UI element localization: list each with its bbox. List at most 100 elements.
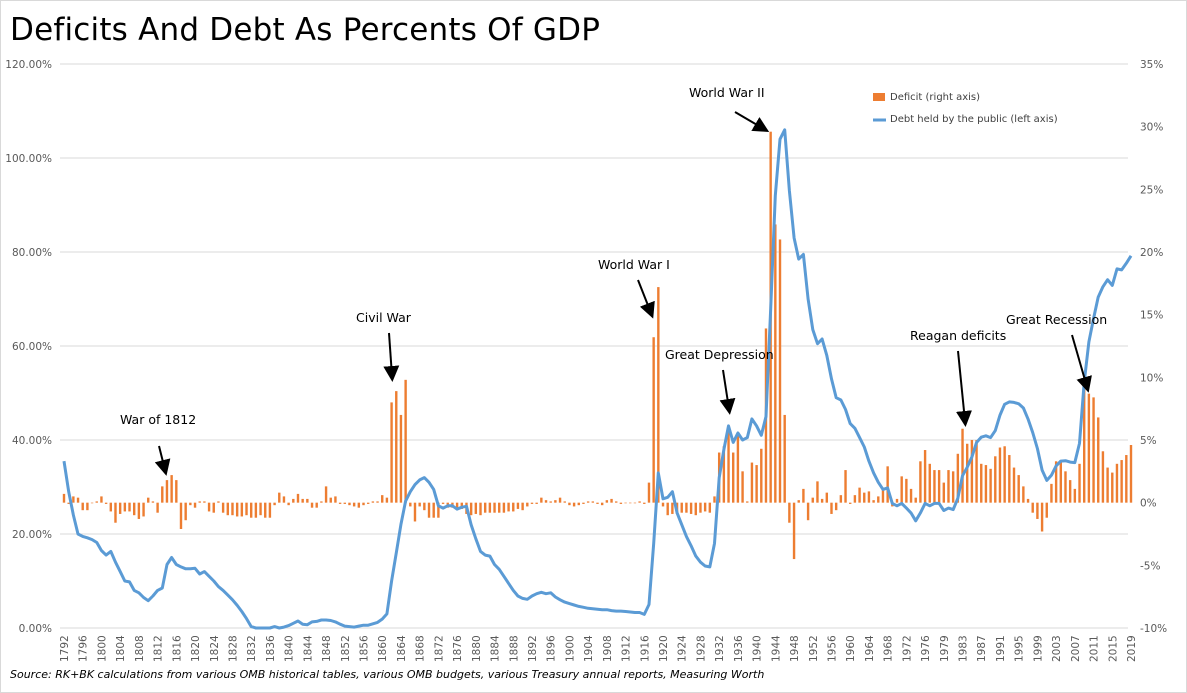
deficit-bar	[423, 502, 426, 511]
deficit-bar	[334, 496, 337, 503]
x-axis-tick-label: 1892	[527, 635, 539, 662]
deficit-bar	[647, 482, 651, 503]
deficit-bar	[596, 502, 599, 504]
deficit-bar	[264, 502, 267, 518]
deficit-bar	[493, 502, 496, 513]
deficit-bar	[268, 502, 272, 518]
deficit-bar	[872, 500, 875, 503]
deficit-bar	[273, 502, 276, 506]
x-axis-tick-label: 1976	[920, 635, 932, 662]
deficit-bar	[736, 434, 740, 503]
deficit-bar	[245, 502, 248, 516]
deficit-bar	[90, 502, 94, 504]
deficit-bar	[128, 502, 131, 512]
deficit-bar	[1045, 502, 1048, 518]
deficit-bar	[980, 463, 983, 503]
deficit-bar	[615, 501, 618, 503]
deficit-bar	[947, 470, 950, 503]
x-axis-tick-label: 1948	[789, 635, 801, 662]
deficit-bar	[217, 501, 220, 503]
deficit-bar	[572, 502, 576, 507]
deficit-bar	[1111, 472, 1114, 503]
deficit-bar	[1073, 488, 1077, 503]
deficit-bar	[338, 502, 342, 504]
deficit-bar	[469, 502, 473, 516]
deficit-bar	[643, 502, 646, 504]
deficit-bar	[900, 476, 903, 503]
deficit-bar	[385, 497, 389, 503]
deficit-bar	[203, 501, 206, 503]
deficit-bar	[512, 502, 515, 512]
x-axis-tick-label: 1960	[845, 635, 857, 662]
deficit-bar	[320, 501, 323, 503]
x-axis-tick-label: 1920	[658, 635, 670, 662]
x-axis-tick-label: 1884	[490, 635, 502, 662]
deficit-bar	[778, 239, 782, 503]
annotation-arrow-wwii	[734, 111, 770, 133]
right-axis-tick-label: 30%	[1140, 122, 1163, 134]
x-axis-tick-label: 1987	[976, 635, 988, 662]
annotation-civil-war: Civil War	[356, 310, 411, 325]
deficit-bar	[488, 502, 492, 513]
deficit-bar	[1064, 471, 1067, 503]
deficit-bar	[72, 496, 75, 503]
annotation-arrow-great-recession	[1071, 334, 1092, 393]
deficit-bar	[802, 488, 805, 503]
deficit-bar	[226, 502, 229, 516]
deficit-bar	[535, 502, 538, 504]
deficit-bar	[746, 501, 749, 503]
deficit-bar	[352, 502, 356, 507]
deficit-bar	[629, 502, 632, 504]
x-axis-tick-label: 1792	[59, 635, 71, 662]
x-axis-tick-label: 1964	[864, 635, 876, 662]
deficit-bar	[933, 470, 936, 503]
deficit-bar	[413, 502, 417, 522]
deficit-bar	[118, 502, 122, 514]
deficit-bar	[1106, 467, 1109, 503]
x-axis-tick-label: 1840	[284, 635, 296, 662]
right-axis-tick-label: 20%	[1140, 247, 1163, 259]
deficit-bar	[175, 480, 178, 503]
deficit-bar	[109, 502, 112, 512]
x-axis-tick-label: 1908	[602, 635, 614, 662]
deficit-bar	[633, 502, 637, 504]
deficit-bar	[966, 443, 969, 503]
deficit-bar	[760, 448, 763, 503]
deficit-bar	[558, 497, 562, 503]
deficit-bar	[1101, 451, 1105, 503]
annotation-arrow-war-of-1812	[154, 445, 171, 476]
deficit-bar	[189, 502, 192, 506]
deficit-bar	[198, 501, 201, 503]
deficit-bar	[231, 502, 234, 516]
deficit-bar	[783, 414, 786, 503]
left-axis-tick-label: 120.00%	[5, 59, 52, 71]
deficit-bar	[418, 502, 421, 507]
x-axis-tick-label: 2011	[1089, 635, 1101, 662]
deficit-bar	[179, 502, 183, 529]
right-axis-tick-label: 15%	[1140, 310, 1163, 322]
deficit-bar	[161, 486, 164, 503]
right-axis-tick-label: 35%	[1140, 59, 1163, 71]
deficit-bar	[877, 496, 880, 503]
x-axis-tick-label: 1972	[901, 635, 913, 662]
deficit-bar	[792, 502, 796, 560]
x-axis-tick-label: 1800	[96, 635, 108, 662]
legend-deficit-label: Deficit (right axis)	[890, 92, 981, 103]
deficit-bar	[741, 471, 744, 503]
deficit-bar	[1078, 463, 1081, 503]
deficit-bar	[437, 502, 440, 518]
deficit-bar	[708, 502, 712, 513]
x-axis-tick-label: 1968	[883, 635, 895, 662]
deficit-bar	[816, 481, 819, 503]
deficit-bar	[1050, 483, 1053, 503]
deficit-bar	[703, 502, 707, 512]
deficit-bar	[81, 502, 84, 511]
x-axis-tick-label: 1872	[433, 635, 445, 662]
deficit-bar	[441, 502, 445, 504]
deficit-bar	[343, 502, 346, 504]
x-axis-tick-label: 1852	[340, 635, 352, 662]
deficit-bar	[666, 502, 669, 516]
x-axis-tick-label: 1816	[171, 635, 183, 662]
deficit-bar	[207, 502, 211, 512]
